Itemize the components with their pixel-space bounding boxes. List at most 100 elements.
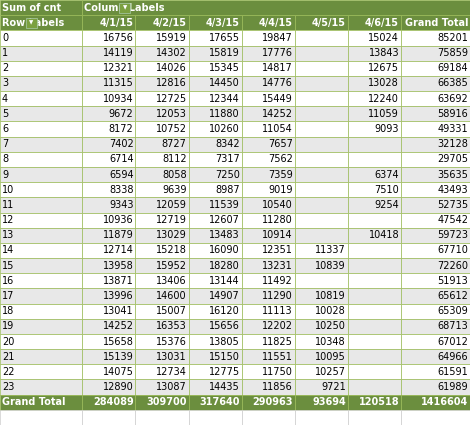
Bar (188, 30, 242, 45)
Bar (82, 319, 135, 334)
Text: 15150: 15150 (209, 352, 240, 362)
Text: 52735: 52735 (437, 200, 468, 210)
Text: 29705: 29705 (437, 154, 468, 164)
Bar (188, 289, 242, 303)
Text: 13: 13 (2, 230, 14, 240)
Text: 11879: 11879 (103, 230, 133, 240)
Text: 12734: 12734 (156, 367, 187, 377)
Bar (0, 228, 82, 243)
Bar (82, 380, 135, 395)
Text: 8172: 8172 (109, 124, 133, 134)
Text: 11750: 11750 (262, 367, 293, 377)
Bar (401, 349, 470, 364)
Text: 8338: 8338 (109, 185, 133, 195)
Bar (242, 152, 295, 167)
Bar (82, 152, 135, 167)
Text: 23: 23 (2, 382, 14, 392)
Bar (295, 243, 348, 258)
Bar (0, 395, 82, 410)
Text: 11059: 11059 (368, 109, 399, 119)
Text: 3: 3 (2, 79, 8, 88)
Bar (242, 258, 295, 273)
Bar (295, 45, 348, 61)
Text: 93694: 93694 (312, 397, 346, 407)
Bar (82, 76, 135, 91)
Text: 12059: 12059 (156, 200, 187, 210)
Text: 14907: 14907 (209, 291, 240, 301)
Bar (348, 243, 401, 258)
Bar (295, 182, 348, 197)
Bar (0, 91, 82, 106)
Bar (401, 243, 470, 258)
Text: 16090: 16090 (209, 246, 240, 255)
Text: 10540: 10540 (262, 200, 293, 210)
Bar (82, 15, 135, 30)
Bar (401, 364, 470, 380)
Text: 8987: 8987 (215, 185, 240, 195)
Text: 16: 16 (2, 276, 14, 286)
Bar (0, 273, 82, 289)
Text: 11880: 11880 (209, 109, 240, 119)
Bar (348, 364, 401, 380)
Text: 10028: 10028 (315, 306, 346, 316)
Bar (242, 410, 295, 425)
Text: 317640: 317640 (199, 397, 240, 407)
Text: 8112: 8112 (162, 154, 187, 164)
Bar (242, 91, 295, 106)
Bar (0, 152, 82, 167)
Text: 10936: 10936 (103, 215, 133, 225)
Text: 13029: 13029 (156, 230, 187, 240)
Bar (401, 106, 470, 122)
Bar (295, 380, 348, 395)
Bar (348, 91, 401, 106)
Bar (188, 167, 242, 182)
Bar (401, 167, 470, 182)
Bar (242, 395, 295, 410)
Text: 9639: 9639 (162, 185, 187, 195)
Text: 18280: 18280 (209, 261, 240, 271)
Bar (295, 273, 348, 289)
Bar (135, 319, 188, 334)
Bar (135, 349, 188, 364)
Bar (135, 30, 188, 45)
Text: 8342: 8342 (215, 139, 240, 149)
Text: 64966: 64966 (438, 352, 468, 362)
Text: 13483: 13483 (209, 230, 240, 240)
Bar (82, 303, 135, 319)
Text: 7250: 7250 (215, 170, 240, 179)
Bar (0, 106, 82, 122)
Bar (348, 76, 401, 91)
Bar (0, 258, 82, 273)
Bar (82, 197, 135, 212)
Text: 14435: 14435 (209, 382, 240, 392)
Bar (188, 349, 242, 364)
Bar (135, 364, 188, 380)
Bar (0, 243, 82, 258)
Text: 11551: 11551 (262, 352, 293, 362)
Text: 13087: 13087 (156, 382, 187, 392)
Text: 12: 12 (2, 215, 14, 225)
Bar (0, 61, 82, 76)
Text: 4/1/15: 4/1/15 (100, 18, 133, 28)
Bar (401, 122, 470, 136)
Bar (82, 61, 135, 76)
Text: 9019: 9019 (268, 185, 293, 195)
Bar (82, 30, 135, 45)
Bar (119, 3, 130, 12)
Text: 4: 4 (2, 94, 8, 104)
Text: 15658: 15658 (102, 337, 133, 346)
Text: 14817: 14817 (262, 63, 293, 73)
Bar (295, 334, 348, 349)
Bar (242, 380, 295, 395)
Text: ▼: ▼ (123, 5, 127, 10)
Bar (0, 167, 82, 182)
Text: 7317: 7317 (215, 154, 240, 164)
Bar (295, 136, 348, 152)
Bar (82, 45, 135, 61)
Text: 8: 8 (2, 154, 8, 164)
Bar (135, 303, 188, 319)
Bar (0, 380, 82, 395)
Text: 4/4/15: 4/4/15 (259, 18, 293, 28)
Text: 14075: 14075 (102, 367, 133, 377)
Bar (401, 380, 470, 395)
